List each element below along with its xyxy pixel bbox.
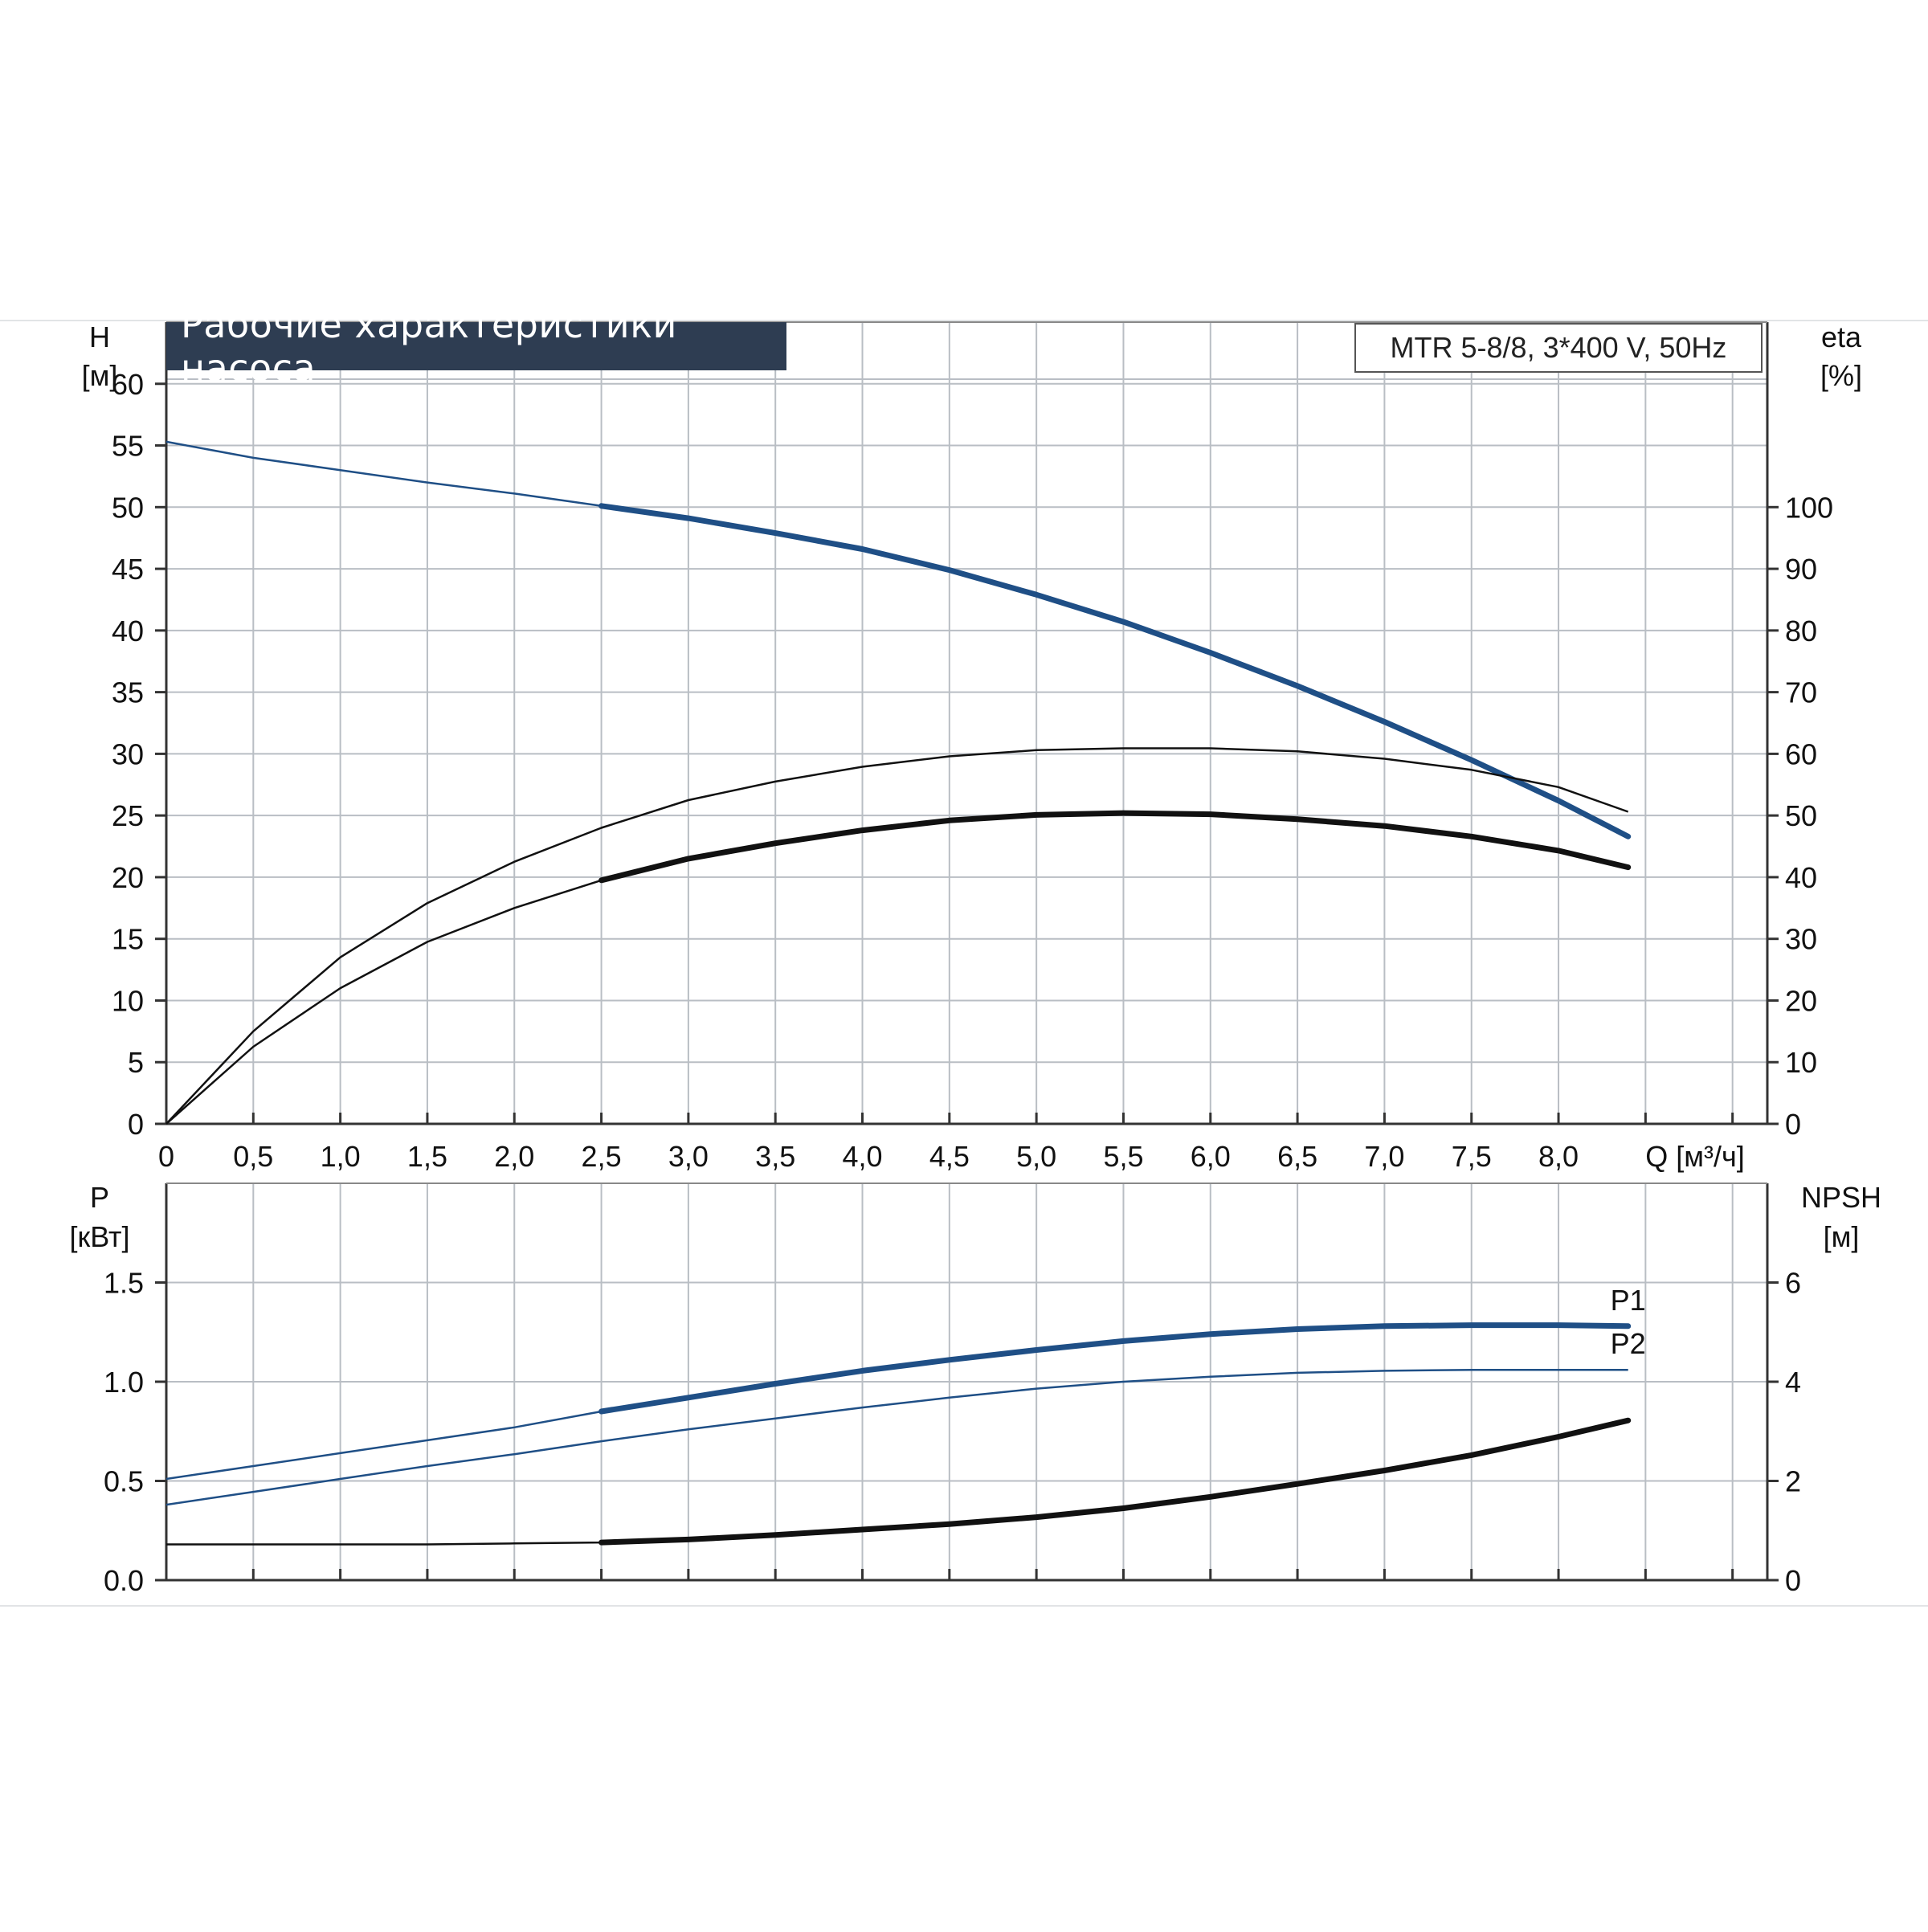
x-tick-label: 1,0 — [321, 1140, 361, 1173]
x-tick-label: 4,5 — [929, 1140, 970, 1173]
top-left-axis-unit: [м] — [82, 359, 118, 392]
bottom-right-tick-label: 6 — [1785, 1267, 1801, 1300]
top-left-tick-label: 55 — [112, 430, 144, 463]
top-right-tick-label: 90 — [1785, 553, 1817, 586]
top-right-tick-label: 80 — [1785, 615, 1817, 647]
top-left-axis-title: H — [89, 321, 110, 353]
bottom-right-tick-label: 4 — [1785, 1366, 1801, 1399]
top-right-axis-unit: [%] — [1820, 359, 1862, 392]
top-series-0-bold-line — [598, 503, 1632, 839]
bottom-left-tick-label: 1.0 — [104, 1366, 144, 1399]
bottom-series-1-line — [165, 1368, 1628, 1506]
top-series-1-bold-line — [598, 810, 1632, 884]
x-tick-label: 0 — [158, 1140, 174, 1173]
bottom-series-0-bold-line — [598, 1322, 1632, 1415]
top-left-tick-label: 60 — [112, 368, 144, 401]
bottom-series-2-bold-line — [598, 1417, 1632, 1546]
x-tick-label: 2,5 — [582, 1140, 622, 1173]
bottom-right-axis-unit: [м] — [1824, 1220, 1860, 1253]
top-left-tick-label: 10 — [112, 984, 144, 1017]
x-tick-label: 7,0 — [1364, 1140, 1404, 1173]
bottom-left-axis-unit: [кВт] — [69, 1220, 129, 1253]
top-series-2-line — [165, 747, 1629, 1125]
x-tick-label: 3,0 — [668, 1140, 709, 1173]
bottom-series-label-p1: P1 — [1611, 1284, 1646, 1317]
top-left-tick-label: 25 — [112, 799, 144, 832]
x-tick-label: 5,0 — [1016, 1140, 1056, 1173]
bottom-left-tick-label: 1.5 — [104, 1267, 144, 1300]
top-left-tick-label: 50 — [112, 491, 144, 524]
x-axis-title: Q [м³/ч] — [1645, 1140, 1745, 1173]
bottom-right-axis-title: NPSH — [1801, 1181, 1881, 1214]
x-tick-label: 4,0 — [842, 1140, 882, 1173]
x-tick-label: 8,0 — [1538, 1140, 1579, 1173]
x-tick-label: 0,5 — [233, 1140, 273, 1173]
x-tick-label: 3,5 — [755, 1140, 795, 1173]
bottom-right-tick-label: 0 — [1785, 1564, 1801, 1597]
top-plot-area — [166, 322, 1767, 1124]
model-label: MTR 5-8/8, 3*400 V, 50Hz — [1390, 331, 1727, 364]
top-left-tick-label: 40 — [112, 615, 144, 647]
chart-title: Рабочие характеристики насоса — [181, 303, 677, 390]
top-left-tick-label: 45 — [112, 553, 144, 586]
top-left-tick-label: 5 — [128, 1046, 144, 1079]
top-right-axis-title: eta — [1821, 321, 1862, 353]
x-tick-label: 2,0 — [494, 1140, 534, 1173]
top-left-tick-label: 0 — [128, 1108, 144, 1141]
x-tick-label: 6,0 — [1191, 1140, 1231, 1173]
top-right-tick-label: 40 — [1785, 861, 1817, 894]
x-tick-label: 5,5 — [1103, 1140, 1143, 1173]
top-left-tick-label: 30 — [112, 737, 144, 770]
x-tick-label: 7,5 — [1452, 1140, 1492, 1173]
top-right-tick-label: 100 — [1785, 491, 1833, 524]
bottom-series-label-p2: P2 — [1611, 1327, 1646, 1360]
top-right-tick-label: 10 — [1785, 1046, 1817, 1079]
top-left-tick-label: 15 — [112, 923, 144, 956]
top-right-tick-label: 20 — [1785, 984, 1817, 1017]
top-right-tick-label: 60 — [1785, 737, 1817, 770]
top-right-tick-label: 70 — [1785, 676, 1817, 709]
chart-title-banner: Рабочие характеристики насоса — [166, 303, 786, 390]
bottom-left-tick-label: 0.0 — [104, 1564, 144, 1597]
top-left-tick-label: 35 — [112, 676, 144, 709]
top-right-tick-label: 30 — [1785, 923, 1817, 956]
bottom-right-tick-label: 2 — [1785, 1465, 1801, 1498]
top-left-tick-label: 20 — [112, 861, 144, 894]
x-tick-label: 1,5 — [407, 1140, 447, 1173]
bottom-left-tick-label: 0.5 — [104, 1465, 144, 1498]
x-tick-label: 6,5 — [1277, 1140, 1317, 1173]
model-label-box: MTR 5-8/8, 3*400 V, 50Hz — [1354, 323, 1763, 373]
top-right-tick-label: 50 — [1785, 799, 1817, 832]
top-right-tick-label: 0 — [1785, 1108, 1801, 1141]
bottom-left-axis-title: P — [90, 1181, 109, 1214]
